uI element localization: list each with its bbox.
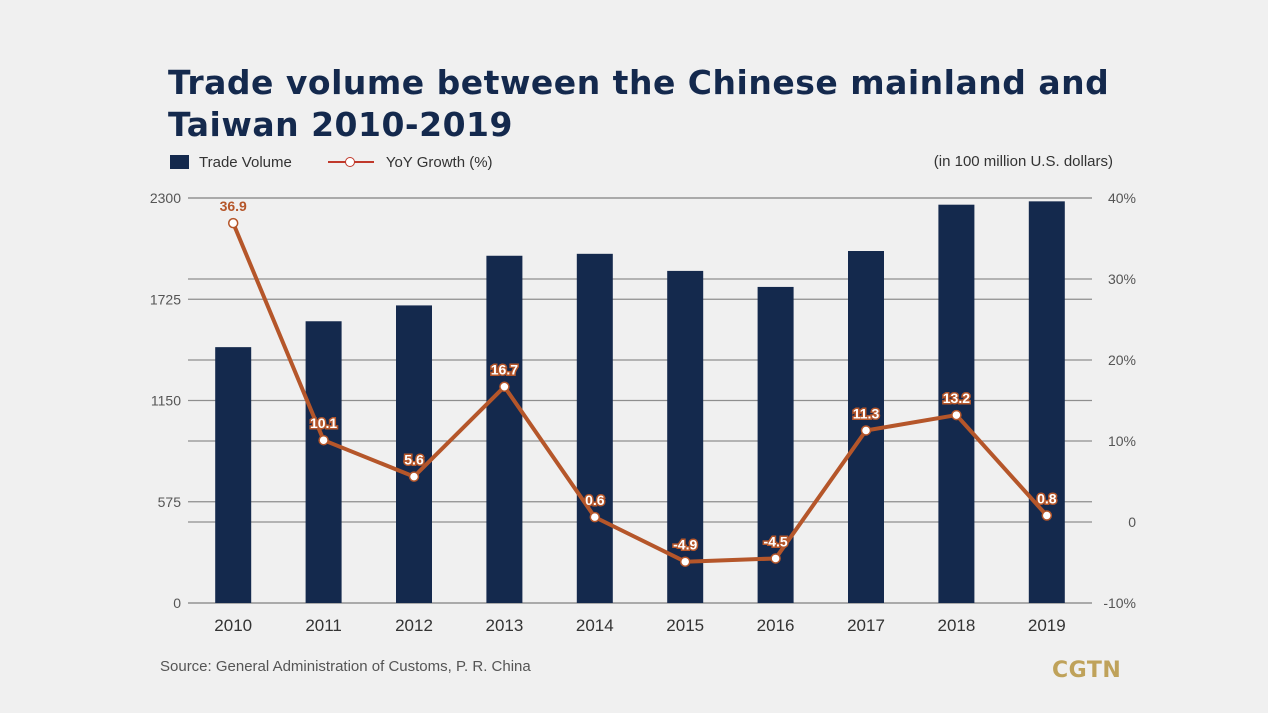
chart-title: Trade volume between the Chinese mainlan… (168, 63, 1110, 144)
bars (215, 201, 1065, 604)
growth-data-label: 13.2 (943, 390, 970, 406)
growth-point (318, 434, 329, 446)
source-note: Source: General Administration of Custom… (160, 658, 531, 675)
growth-point (951, 409, 962, 421)
legend-line-swatch (327, 155, 374, 169)
growth-data-label: 0.6 (585, 492, 605, 508)
bar (305, 321, 342, 603)
growth-point (499, 381, 510, 392)
x-tick-label: 2018 (937, 616, 975, 635)
y-right-tick-label: 0 (1128, 514, 1136, 530)
growth-data-label: 36.9 (220, 198, 247, 214)
x-tick-label: 2016 (757, 616, 795, 635)
bar (1028, 201, 1065, 604)
x-tick-label: 2011 (305, 616, 342, 635)
x-tick-label: 2019 (1028, 616, 1066, 635)
growth-line-layer: 36.9 10.1 5.6 16.7 0.6 -4.9 -4.5 11.3 13.2 0.8 (220, 198, 1058, 567)
bar (215, 347, 252, 603)
y-left-tick-label: 0 (173, 595, 181, 611)
growth-data-label: 10.1 (310, 415, 337, 431)
legend-label-yoy-growth: YoY Growth (%) (385, 153, 493, 171)
bar (396, 305, 432, 603)
y-right-tick-label: -10% (1103, 595, 1136, 611)
growth-data-label: 0.8 (1037, 491, 1057, 507)
growth-point (770, 553, 781, 564)
y-right-tick-label: 10% (1108, 433, 1136, 449)
bar (576, 253, 613, 603)
y-left-tick-label: 2300 (150, 190, 181, 206)
legend-bar-swatch (170, 155, 189, 169)
growth-data-label: 11.3 (853, 405, 880, 421)
growth-data-label: 5.6 (404, 452, 424, 468)
y-right-tick-label: 20% (1108, 352, 1136, 368)
y-left-tick-label: 1725 (150, 291, 181, 307)
bar (667, 270, 704, 603)
growth-point (860, 425, 872, 436)
y-right-tick-label: 40% (1108, 190, 1136, 206)
growth-point (408, 471, 420, 482)
bar (486, 255, 523, 603)
legend-label-trade-volume: Trade Volume (199, 153, 292, 171)
growth-point (679, 556, 691, 567)
y-left-tick-label: 575 (158, 494, 182, 510)
growth-point (1041, 510, 1053, 521)
x-tick-label: 2013 (485, 616, 523, 635)
growth-point (227, 217, 239, 229)
axis-labels: 0 575 1150 1725 2300 -10% 0 10% 20% 30% 40% 2010 201… (150, 190, 1136, 635)
bar (938, 204, 975, 604)
x-tick-label: 2017 (847, 616, 885, 635)
y-right-tick-label: 30% (1108, 271, 1136, 287)
unit-note: (in 100 million U.S. dollars) (933, 153, 1113, 170)
x-tick-label: 2014 (576, 616, 614, 635)
growth-point (589, 511, 601, 523)
cgtn-logo: CGTN (1052, 658, 1122, 683)
growth-data-label: -4.5 (764, 533, 788, 549)
bar (757, 286, 794, 603)
x-tick-label: 2010 (214, 616, 252, 635)
growth-data-label: 16.7 (491, 362, 518, 378)
legend: Trade Volume YoY Growth (%) (170, 150, 493, 174)
x-tick-label: 2015 (666, 616, 704, 635)
growth-line (231, 222, 1049, 564)
x-tick-label: 2012 (395, 616, 433, 635)
y-left-tick-label: 1150 (151, 393, 181, 409)
growth-data-label: -4.9 (673, 537, 697, 553)
